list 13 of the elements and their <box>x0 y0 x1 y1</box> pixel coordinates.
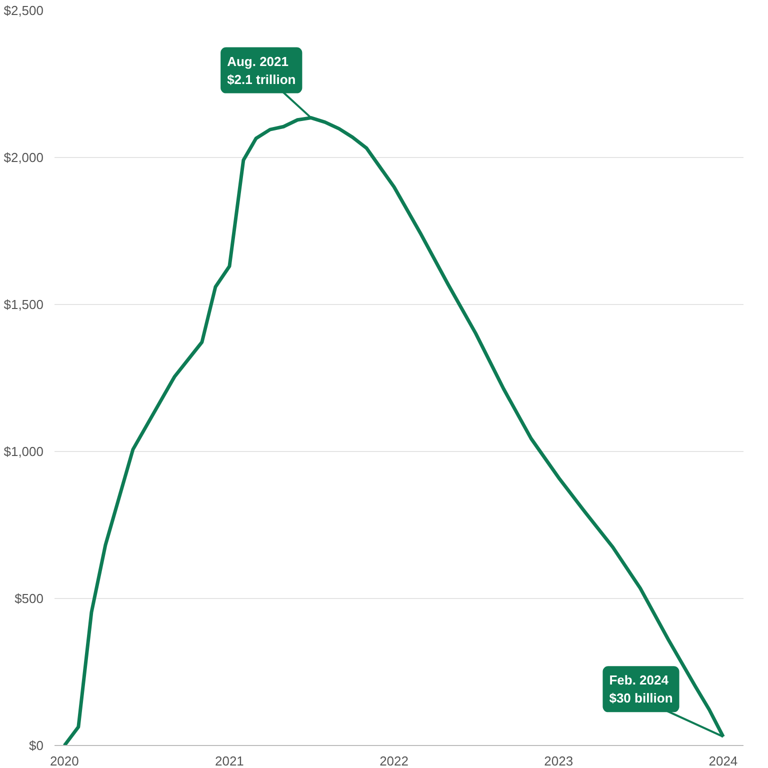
y-tick-label: $500 <box>14 591 44 606</box>
y-tick-label: $2,500 <box>4 3 44 18</box>
y-tick-label: $1,500 <box>4 297 44 312</box>
annotation: Feb. 2024 $30 billion <box>609 672 673 706</box>
x-tick-label: 2022 <box>380 754 408 768</box>
x-tick-label: 2024 <box>708 754 738 768</box>
y-tick-label: $0 <box>29 738 44 753</box>
y-tick-label: $2,000 <box>4 150 44 165</box>
x-tick-label: 2023 <box>544 754 574 768</box>
annotation: Aug. 2021 $2.1 trillion <box>227 54 296 87</box>
x-tick-label: 2021 <box>214 754 244 768</box>
y-tick-label: $1,000 <box>4 444 44 459</box>
x-tick-label: 2020 <box>50 754 79 768</box>
